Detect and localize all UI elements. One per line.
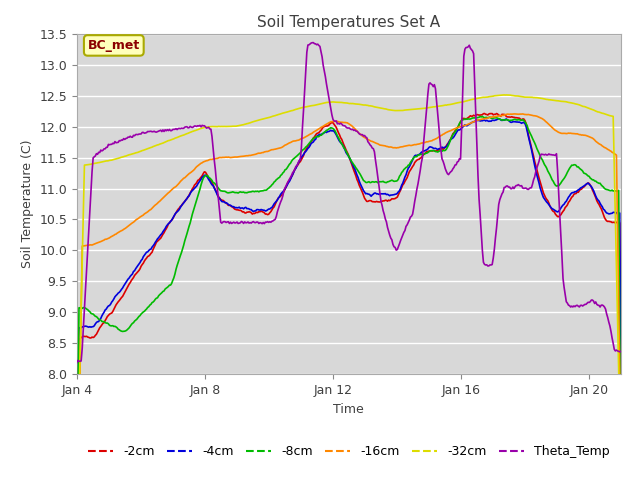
Title: Soil Temperatures Set A: Soil Temperatures Set A	[257, 15, 440, 30]
Text: BC_met: BC_met	[88, 39, 140, 52]
Y-axis label: Soil Temperature (C): Soil Temperature (C)	[20, 140, 34, 268]
Legend: -2cm, -4cm, -8cm, -16cm, -32cm, Theta_Temp: -2cm, -4cm, -8cm, -16cm, -32cm, Theta_Te…	[83, 440, 614, 463]
X-axis label: Time: Time	[333, 403, 364, 416]
